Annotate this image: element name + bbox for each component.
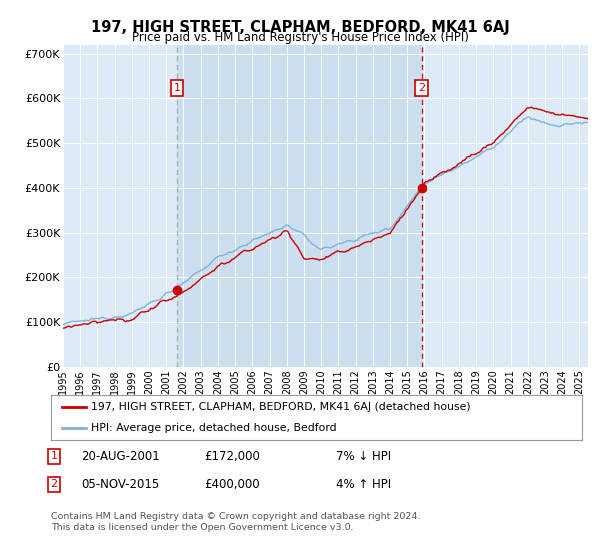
Text: 1: 1 (173, 83, 181, 94)
Text: 197, HIGH STREET, CLAPHAM, BEDFORD, MK41 6AJ (detached house): 197, HIGH STREET, CLAPHAM, BEDFORD, MK41… (91, 402, 470, 412)
Text: 2: 2 (418, 83, 425, 94)
Text: 20-AUG-2001: 20-AUG-2001 (81, 450, 160, 463)
Text: 2: 2 (50, 479, 58, 489)
Text: HPI: Average price, detached house, Bedford: HPI: Average price, detached house, Bedf… (91, 423, 337, 433)
Text: 7% ↓ HPI: 7% ↓ HPI (336, 450, 391, 463)
Text: Price paid vs. HM Land Registry's House Price Index (HPI): Price paid vs. HM Land Registry's House … (131, 31, 469, 44)
Bar (177, 45, 422, 367)
Text: £400,000: £400,000 (204, 478, 260, 491)
Text: 05-NOV-2015: 05-NOV-2015 (81, 478, 159, 491)
Text: Contains HM Land Registry data © Crown copyright and database right 2024.
This d: Contains HM Land Registry data © Crown c… (51, 512, 421, 532)
Text: 4% ↑ HPI: 4% ↑ HPI (336, 478, 391, 491)
Text: 1: 1 (50, 451, 58, 461)
Text: 197, HIGH STREET, CLAPHAM, BEDFORD, MK41 6AJ: 197, HIGH STREET, CLAPHAM, BEDFORD, MK41… (91, 20, 509, 35)
Text: £172,000: £172,000 (204, 450, 260, 463)
